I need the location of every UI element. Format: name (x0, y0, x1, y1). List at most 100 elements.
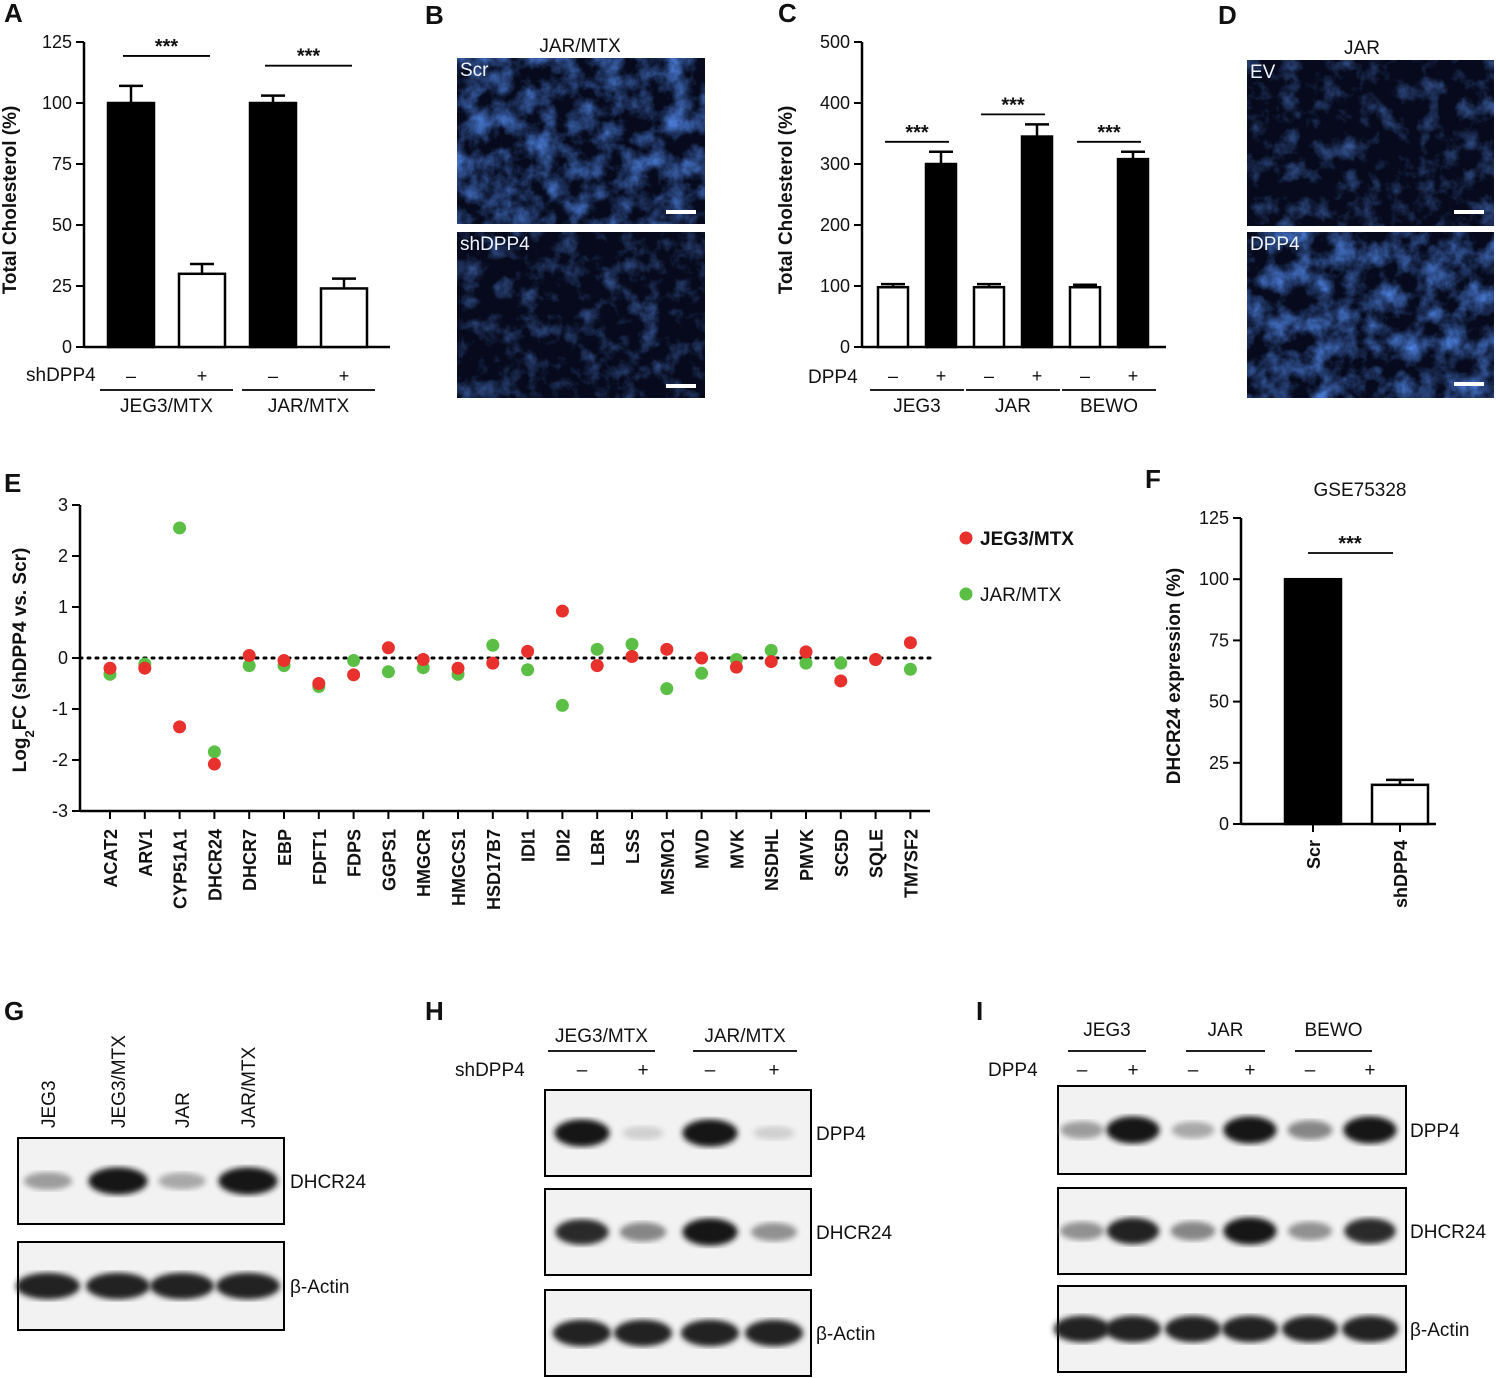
e-x-tick-label: MVK (727, 829, 747, 869)
e-x-tick-label: FDFT1 (310, 829, 330, 885)
g-band (149, 1272, 215, 1300)
a-sign-label: + (197, 366, 208, 386)
e-x-tick-label: TM7SF2 (901, 829, 921, 898)
panel-letter-i: I (976, 996, 983, 1026)
e-point (103, 661, 117, 675)
e-point (381, 665, 395, 679)
e-x-tick-label: GGPS1 (379, 829, 399, 891)
a-bar (177, 272, 227, 349)
c-sign-label: + (1128, 366, 1139, 386)
h-blot-label: β-Actin (816, 1324, 876, 1345)
c-sign-label: + (1032, 366, 1043, 386)
c-sign-label: – (984, 366, 994, 386)
c-bar (876, 285, 910, 349)
f-bar (1370, 783, 1430, 826)
e-y-tick-label: 1 (58, 597, 68, 617)
f-y-tick-label: 50 (1209, 692, 1229, 712)
a-group-label: JEG3/MTX (120, 396, 213, 417)
i-band (1059, 1221, 1105, 1241)
f-y-tick-label: 25 (1209, 753, 1229, 773)
i-band (1104, 1315, 1162, 1343)
i-factor-label: DPP4 (988, 1060, 1038, 1081)
e-x-tick-label: IDI2 (553, 829, 573, 862)
f-y-axis-title: DHCR24 expression (%) (1164, 568, 1185, 784)
i-sign-label: – (1188, 1060, 1199, 1081)
i-band (1287, 1221, 1333, 1241)
d-title: JAR (1344, 38, 1380, 59)
c-significance-stars: *** (905, 122, 929, 144)
g-band (158, 1172, 206, 1190)
e-legend-marker (959, 531, 973, 545)
g-band (85, 1272, 151, 1300)
a-y-tick-label: 0 (62, 337, 72, 357)
e-x-tick-label: LSS (623, 829, 643, 864)
e-point (207, 757, 221, 771)
e-legend-label: JEG3/MTX (980, 529, 1074, 550)
b-title: JAR/MTX (539, 36, 621, 57)
blot-i: JEG3 JAR BEWO DPP4 – + – + – + DPP4 DHCR24 β-Actin (988, 1020, 1486, 1373)
e-point (242, 648, 256, 662)
h-band (744, 1319, 804, 1347)
e-x-tick-label: LBR (588, 829, 608, 866)
i-sign-label: – (1305, 1060, 1316, 1081)
i-blot-label: DHCR24 (1410, 1222, 1486, 1243)
h-band (554, 1119, 610, 1147)
e-point (903, 662, 917, 676)
f-y-tick-label: 75 (1209, 630, 1229, 650)
e-x-tick-label: IDI1 (519, 829, 539, 862)
h-sign-label: + (637, 1060, 648, 1081)
chart-a: Total Cholesterol (%) shDPP4 0 25 50 75 100 1… (0, 32, 390, 417)
a-y-axis-title: Total Cholesterol (%) (0, 106, 21, 295)
e-x-tick-label: MVD (693, 829, 713, 869)
c-significance-stars: *** (1097, 122, 1121, 144)
e-point (173, 720, 187, 734)
d-image-dpp4-label: DPP4 (1250, 234, 1300, 255)
d-scalebar-1 (1454, 210, 1484, 214)
chart-e: Log2FC (shDPP4 vs. Scr) -3 -2 -1 0 1 2 3 ACAT2 A… (10, 495, 1074, 910)
e-x-tick-label: DHCR24 (205, 829, 225, 901)
e-point (138, 661, 152, 675)
i-band (1060, 1121, 1104, 1139)
h-blot-label: DHCR24 (816, 1223, 892, 1244)
i-band (1281, 1315, 1339, 1343)
a-factor-label: shDPP4 (26, 365, 96, 386)
g-blot-label: β-Actin (290, 1277, 350, 1298)
i-group-label: JAR (1208, 1020, 1244, 1041)
f-y-tick-label: 100 (1199, 569, 1229, 589)
d-image-ev-label: EV (1250, 62, 1276, 83)
e-point (555, 698, 569, 712)
e-x-tick-label: HMGCS1 (449, 829, 469, 906)
f-bar (1283, 577, 1343, 826)
e-legend-marker (959, 587, 973, 601)
a-bar (248, 101, 298, 349)
e-point (834, 656, 848, 670)
e-point (312, 677, 326, 690)
e-x-tick-label: NSDHL (762, 829, 782, 891)
e-point (590, 659, 604, 673)
g-lane-label: JAR/MTX (239, 1046, 260, 1128)
e-x-tick-label: MSMO1 (658, 829, 678, 895)
e-point (764, 643, 778, 657)
a-y-tick-label: 25 (52, 276, 72, 296)
h-sign-label: – (705, 1060, 716, 1081)
h-group-label: JAR/MTX (704, 1026, 786, 1047)
e-x-tick-label: ACAT2 (101, 829, 121, 888)
i-sign-label: + (1244, 1060, 1255, 1081)
i-band (1221, 1315, 1279, 1343)
e-point (347, 654, 361, 668)
i-band (1053, 1315, 1111, 1343)
c-sign-label: – (888, 366, 898, 386)
e-point (660, 682, 674, 696)
e-point (764, 655, 778, 669)
e-point (242, 659, 256, 673)
b-scalebar-1 (666, 210, 696, 214)
e-point (416, 653, 430, 667)
e-point (869, 653, 883, 667)
i-sign-label: + (1364, 1060, 1375, 1081)
c-bar (1020, 135, 1054, 349)
e-point (207, 745, 221, 759)
g-lane-label: JAR (173, 1092, 194, 1128)
e-point (625, 649, 639, 663)
e-point (277, 654, 291, 668)
e-point (903, 636, 917, 650)
